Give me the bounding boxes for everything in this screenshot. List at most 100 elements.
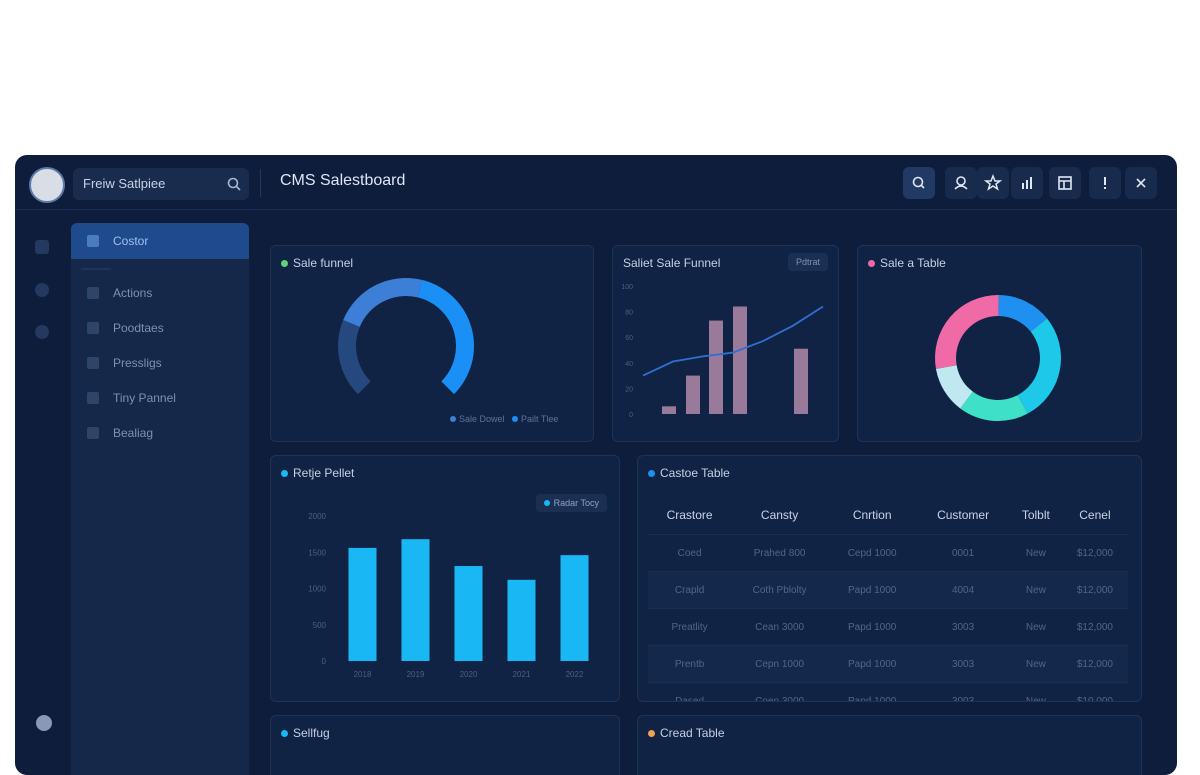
bar bbox=[686, 375, 700, 414]
layout-button[interactable] bbox=[1049, 167, 1081, 199]
legend-label: Sale Dowel bbox=[459, 414, 505, 424]
table-cell: Cean 3000 bbox=[731, 608, 829, 646]
table-row: Prentb Cepn 1000 Papd 1000 3003 New $12,000 bbox=[648, 645, 1128, 683]
table-cell: $12,000 bbox=[1061, 534, 1128, 572]
column-header: Cenel bbox=[1079, 508, 1111, 522]
panel: Castoe Table Crastore Cansty Cnrtion Custome… bbox=[637, 455, 1142, 702]
close-button[interactable] bbox=[1125, 167, 1157, 199]
table-cell: New bbox=[1009, 682, 1062, 701]
panel-title: Retje Pellet bbox=[293, 466, 355, 480]
bar-chart: 0 500 1000 1500 2000 2018 2019 2020 2021 2022 bbox=[308, 512, 589, 679]
panel: Saliet Sale Funnel Pdtrat 0 20 40 60 80 100 bbox=[612, 245, 839, 442]
table-cell: Cepd 1000 bbox=[828, 534, 917, 572]
title-dot bbox=[281, 260, 288, 267]
x-tick-label: 2018 bbox=[354, 670, 372, 679]
app-window: Freiw Satlpiee CMS Salestboard Costor Act… bbox=[15, 155, 1177, 775]
bar bbox=[507, 579, 536, 661]
title-dot bbox=[868, 260, 875, 267]
y-tick-label: 1500 bbox=[308, 548, 326, 557]
user-button[interactable] bbox=[945, 167, 977, 199]
column-header: Cnrtion bbox=[852, 508, 892, 522]
search-button[interactable] bbox=[903, 167, 935, 199]
x-tick-label: 2019 bbox=[407, 670, 425, 679]
y-tick-label: 1000 bbox=[308, 585, 326, 594]
arc-segment bbox=[935, 295, 999, 369]
column-header: Cansty bbox=[760, 508, 799, 522]
x-tick-label: 2020 bbox=[460, 670, 478, 679]
table-cell: $12,000 bbox=[1061, 571, 1128, 609]
table-cell: 4004 bbox=[916, 571, 1010, 609]
panel-title: Cread Table bbox=[660, 726, 725, 740]
search-box[interactable]: Freiw Satlpiee bbox=[73, 168, 249, 200]
table-cell: Cepn 1000 bbox=[731, 645, 829, 683]
sidebar-item[interactable]: Costor bbox=[71, 223, 249, 259]
sidebar-item[interactable]: Tiny Pannel bbox=[113, 391, 176, 405]
bar bbox=[662, 406, 676, 414]
legend: Radar Tocy bbox=[535, 494, 607, 512]
donut-chart bbox=[935, 295, 1061, 421]
panel: Cread Table bbox=[637, 715, 1142, 775]
header: Freiw Satlpiee CMS Salestboard bbox=[15, 155, 1177, 210]
y-tick-label: 2000 bbox=[308, 512, 326, 521]
y-tick-label: 80 bbox=[625, 310, 633, 317]
panel-title: Saliet Sale Funnel bbox=[623, 256, 721, 270]
table-cell: Prahed 800 bbox=[731, 534, 829, 572]
icon-rail bbox=[15, 210, 67, 775]
filter-button[interactable]: Pdtrat bbox=[787, 253, 828, 271]
table-row: Dased Coen 3000 Papd 1000 3003 New $10,000 bbox=[648, 682, 1128, 701]
table-cell: Coth Pblolty bbox=[731, 571, 829, 609]
search-icon bbox=[227, 177, 241, 191]
bar bbox=[733, 306, 747, 414]
bar-line-chart: 0 20 40 60 80 100 bbox=[621, 284, 824, 419]
panel-title: Sale funnel bbox=[293, 256, 354, 270]
y-tick-label: 0 bbox=[322, 657, 327, 666]
sidebar-item[interactable]: Poodtaes bbox=[113, 321, 164, 335]
table-cell: New bbox=[1009, 534, 1062, 572]
table-cell: $10,000 bbox=[1061, 682, 1128, 701]
panel: Sale funnel Sale Dowel Pailt Tlee bbox=[270, 245, 594, 442]
table-cell: 3003 bbox=[916, 682, 1010, 701]
table-cell: Papd 1000 bbox=[828, 608, 917, 646]
title-dot bbox=[281, 470, 288, 477]
y-tick-label: 20 bbox=[625, 386, 633, 393]
table-cell: Papd 1000 bbox=[828, 645, 917, 683]
y-tick-label: 40 bbox=[625, 361, 633, 368]
trend-line bbox=[642, 305, 824, 377]
legend-label: Radar Tocy bbox=[553, 498, 599, 508]
search-placeholder: Freiw Satlpiee bbox=[83, 176, 166, 191]
bar bbox=[794, 348, 808, 414]
table-row: Crapld Coth Pblolty Papd 1000 4004 New $12,00… bbox=[648, 571, 1128, 609]
table-cell: $12,000 bbox=[1061, 645, 1128, 683]
bar bbox=[560, 555, 589, 661]
rail-icons bbox=[35, 240, 52, 731]
more-button[interactable] bbox=[1089, 167, 1121, 199]
stats-button[interactable] bbox=[1011, 167, 1043, 199]
panel: Sale a Table bbox=[857, 245, 1142, 442]
sidebar-item[interactable]: Actions bbox=[113, 286, 153, 300]
x-tick-label: 2021 bbox=[513, 670, 531, 679]
x-tick-label: 2022 bbox=[566, 670, 584, 679]
star-button[interactable] bbox=[977, 167, 1009, 199]
panel-title: Sale a Table bbox=[880, 256, 946, 270]
app-title: CMS Salestboard bbox=[280, 172, 406, 189]
arc-segment bbox=[1017, 318, 1061, 414]
y-tick-label: 500 bbox=[313, 621, 327, 630]
legend-dot bbox=[543, 500, 550, 506]
panel: Retje Pellet Radar Tocy 0 500 1000 1500 2000 20… bbox=[270, 455, 620, 702]
table-cell: Papd 1000 bbox=[828, 682, 917, 701]
legend-dot bbox=[450, 416, 456, 422]
title-dot bbox=[648, 730, 655, 737]
table-cell: Dased bbox=[648, 682, 732, 701]
avatar[interactable] bbox=[29, 167, 65, 203]
sidebar-item[interactable]: Pressligs bbox=[113, 356, 162, 370]
data-table: Crastore Cansty Cnrtion Customer Tolblt Cenel… bbox=[648, 496, 1128, 701]
panel-title: Sellfug bbox=[293, 726, 330, 740]
sidebar-item[interactable]: Bealiag bbox=[113, 426, 154, 440]
table-cell: $12,000 bbox=[1061, 608, 1128, 646]
column-header: Tolblt bbox=[1021, 508, 1050, 522]
y-tick-label: 60 bbox=[625, 335, 633, 342]
table-row: Preatlity Cean 3000 Papd 1000 3003 New $12,00… bbox=[648, 608, 1128, 646]
bar bbox=[454, 566, 483, 661]
y-tick-label: 100 bbox=[621, 284, 633, 291]
table-cell: 3003 bbox=[916, 645, 1010, 683]
